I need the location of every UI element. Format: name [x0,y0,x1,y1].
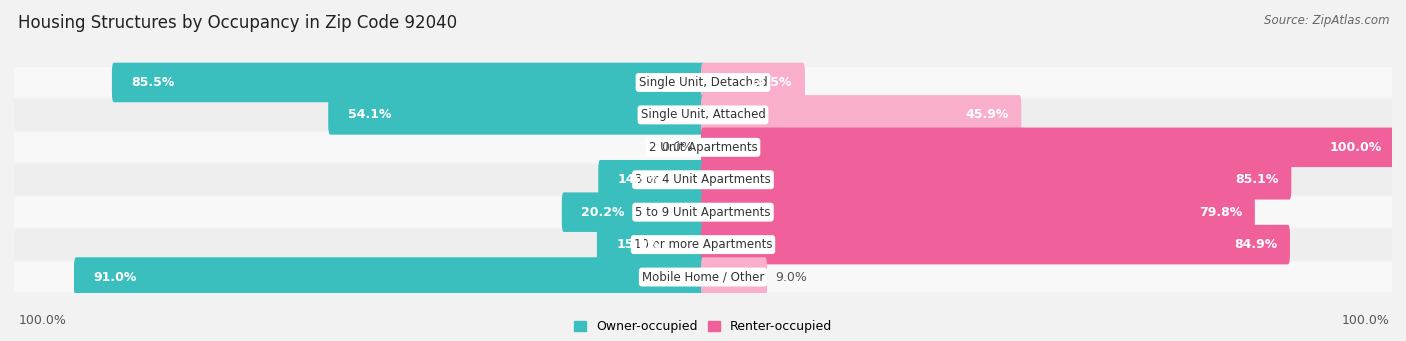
Text: Single Unit, Attached: Single Unit, Attached [641,108,765,121]
FancyBboxPatch shape [702,192,1254,232]
FancyBboxPatch shape [702,257,768,297]
Text: 54.1%: 54.1% [347,108,391,121]
FancyBboxPatch shape [702,128,1393,167]
FancyBboxPatch shape [14,100,1392,130]
Text: 14.5%: 14.5% [749,76,793,89]
FancyBboxPatch shape [328,95,704,135]
Text: 84.9%: 84.9% [1234,238,1278,251]
FancyBboxPatch shape [598,225,704,264]
FancyBboxPatch shape [14,262,1392,292]
Text: 5 to 9 Unit Apartments: 5 to 9 Unit Apartments [636,206,770,219]
FancyBboxPatch shape [702,160,1291,199]
Text: 15.1%: 15.1% [616,238,659,251]
Text: 100.0%: 100.0% [18,314,66,327]
FancyBboxPatch shape [562,192,704,232]
Text: 100.0%: 100.0% [1329,141,1382,154]
Text: 0.0%: 0.0% [661,141,693,154]
FancyBboxPatch shape [599,160,704,199]
Text: 9.0%: 9.0% [775,270,807,284]
Text: 79.8%: 79.8% [1199,206,1243,219]
Text: 3 or 4 Unit Apartments: 3 or 4 Unit Apartments [636,173,770,186]
Text: Source: ZipAtlas.com: Source: ZipAtlas.com [1264,14,1389,27]
FancyBboxPatch shape [112,63,704,102]
FancyBboxPatch shape [75,257,704,297]
Text: 20.2%: 20.2% [581,206,624,219]
FancyBboxPatch shape [14,67,1392,98]
Text: 91.0%: 91.0% [93,270,136,284]
FancyBboxPatch shape [14,132,1392,163]
FancyBboxPatch shape [702,63,806,102]
FancyBboxPatch shape [14,229,1392,260]
FancyBboxPatch shape [14,164,1392,195]
Legend: Owner-occupied, Renter-occupied: Owner-occupied, Renter-occupied [568,315,838,338]
Text: 85.5%: 85.5% [131,76,174,89]
Text: 85.1%: 85.1% [1236,173,1279,186]
Text: Single Unit, Detached: Single Unit, Detached [638,76,768,89]
FancyBboxPatch shape [702,95,1021,135]
Text: 45.9%: 45.9% [966,108,1010,121]
Text: Mobile Home / Other: Mobile Home / Other [641,270,765,284]
Text: Housing Structures by Occupancy in Zip Code 92040: Housing Structures by Occupancy in Zip C… [18,14,457,32]
Text: 10 or more Apartments: 10 or more Apartments [634,238,772,251]
FancyBboxPatch shape [702,225,1289,264]
Text: 2 Unit Apartments: 2 Unit Apartments [648,141,758,154]
Text: 100.0%: 100.0% [1341,314,1389,327]
FancyBboxPatch shape [14,197,1392,227]
Text: 14.9%: 14.9% [617,173,661,186]
